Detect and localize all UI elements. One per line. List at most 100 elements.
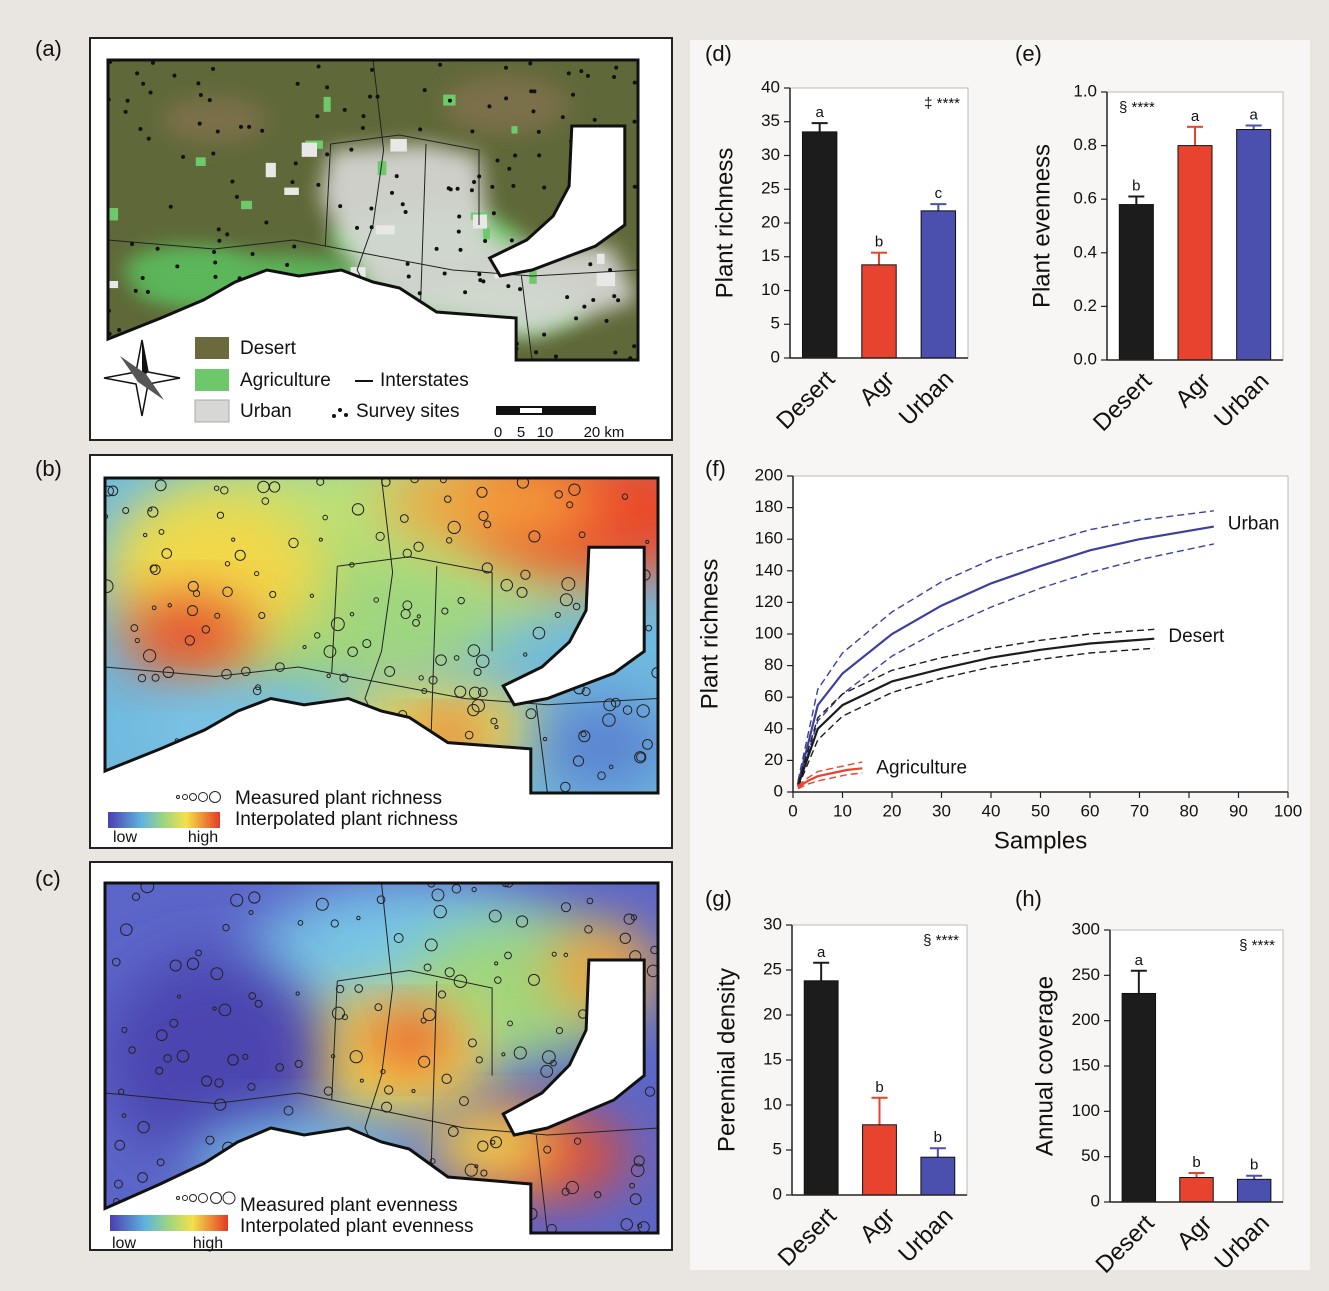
survey-site bbox=[495, 158, 500, 163]
annotation: § **** bbox=[1239, 937, 1275, 954]
y-tick-label: 15 bbox=[763, 1049, 782, 1068]
bar bbox=[1118, 204, 1154, 361]
x-tick-label: 40 bbox=[982, 801, 1001, 820]
map bbox=[108, 60, 638, 360]
map-fill bbox=[265, 162, 276, 178]
survey-site bbox=[201, 625, 211, 634]
survey-site bbox=[151, 673, 160, 682]
survey-site bbox=[213, 274, 218, 279]
survey-site bbox=[434, 246, 439, 251]
survey-site bbox=[257, 480, 270, 494]
survey-site bbox=[156, 1158, 165, 1167]
survey-site bbox=[176, 1049, 190, 1063]
bar bbox=[1121, 992, 1157, 1203]
survey-site bbox=[475, 654, 490, 668]
survey-site bbox=[518, 287, 523, 292]
survey-site bbox=[375, 94, 380, 99]
survey-site bbox=[513, 153, 518, 158]
survey-site bbox=[632, 184, 637, 189]
x-tick-label: 60 bbox=[1081, 801, 1100, 820]
significance-letter: a bbox=[1135, 952, 1144, 969]
x-tick-label: 50 bbox=[1031, 801, 1050, 820]
survey-site bbox=[375, 531, 385, 542]
survey-site bbox=[269, 590, 277, 598]
interstate bbox=[535, 1134, 548, 1233]
survey-site bbox=[630, 1163, 645, 1178]
survey-site bbox=[529, 89, 534, 94]
survey-site bbox=[458, 1096, 469, 1107]
survey-site bbox=[359, 1078, 364, 1083]
survey-site bbox=[260, 128, 265, 133]
survey-site bbox=[592, 117, 597, 122]
survey-site bbox=[186, 957, 200, 971]
survey-site bbox=[137, 1120, 150, 1134]
survey-site bbox=[646, 964, 658, 978]
x-tick-label: 100 bbox=[1274, 801, 1302, 820]
survey-site bbox=[370, 67, 375, 72]
survey-site bbox=[636, 752, 646, 762]
survey-site bbox=[248, 891, 261, 904]
survey-site bbox=[360, 126, 365, 131]
survey-site bbox=[418, 127, 423, 132]
y-tick-label: 0.0 bbox=[1073, 349, 1097, 368]
y-tick-label: 40 bbox=[764, 718, 783, 737]
survey-site bbox=[373, 597, 379, 603]
survey-site bbox=[150, 564, 161, 575]
survey-site bbox=[560, 902, 572, 913]
survey-site bbox=[255, 684, 261, 691]
survey-site bbox=[563, 952, 569, 958]
survey-site bbox=[254, 570, 260, 577]
map-fill bbox=[195, 157, 206, 166]
survey-site bbox=[540, 1064, 554, 1078]
survey-site bbox=[238, 124, 243, 129]
map-fill bbox=[375, 225, 395, 235]
survey-site bbox=[523, 652, 528, 657]
y-tick-label: 0 bbox=[774, 781, 783, 800]
survey-site bbox=[117, 328, 122, 333]
survey-site bbox=[629, 1182, 635, 1189]
map-fill bbox=[483, 227, 490, 240]
survey-site bbox=[362, 638, 372, 649]
survey-site bbox=[579, 69, 584, 74]
survey-site bbox=[295, 991, 300, 996]
y-tick-label: 30 bbox=[761, 145, 780, 164]
survey-site bbox=[632, 80, 637, 85]
survey-site bbox=[532, 89, 537, 94]
survey-site bbox=[155, 246, 160, 251]
significance-letter: b bbox=[1250, 1157, 1258, 1174]
survey-site bbox=[114, 1139, 126, 1151]
survey-site bbox=[361, 114, 366, 119]
survey-site bbox=[369, 206, 374, 211]
y-tick-label: 120 bbox=[755, 592, 783, 611]
scale-label: 0 bbox=[494, 424, 502, 441]
survey-site bbox=[140, 275, 145, 280]
y-tick-label: 10 bbox=[763, 1094, 782, 1113]
survey-site bbox=[551, 951, 557, 957]
survey-site bbox=[168, 204, 173, 209]
survey-site bbox=[418, 675, 424, 681]
survey-site bbox=[504, 96, 509, 101]
survey-site bbox=[489, 1136, 503, 1149]
survey-site bbox=[494, 961, 499, 966]
map-legend: Measured plant evenness Interpolated pla… bbox=[110, 1191, 473, 1252]
survey-site bbox=[322, 514, 328, 521]
survey-site bbox=[230, 179, 235, 184]
survey-site bbox=[503, 65, 508, 70]
survey-site bbox=[248, 910, 254, 915]
survey-site bbox=[531, 109, 536, 114]
survey-site bbox=[137, 1172, 148, 1183]
survey-site bbox=[610, 697, 621, 708]
survey-site bbox=[216, 511, 225, 519]
survey-site bbox=[128, 1046, 136, 1054]
survey-site bbox=[210, 967, 224, 981]
survey-site bbox=[571, 92, 576, 97]
survey-site bbox=[213, 485, 220, 491]
survey-site bbox=[585, 73, 590, 78]
survey-site bbox=[597, 771, 606, 781]
survey-site bbox=[390, 190, 395, 195]
compass bbox=[103, 339, 181, 417]
map-fill bbox=[161, 96, 267, 144]
survey-site bbox=[156, 1029, 168, 1042]
survey-site bbox=[542, 185, 547, 190]
